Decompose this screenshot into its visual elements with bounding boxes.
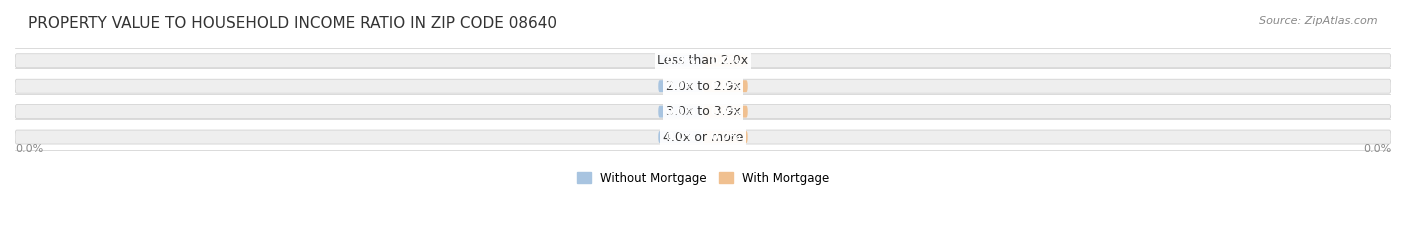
- Text: 0.0%: 0.0%: [1362, 144, 1391, 154]
- FancyBboxPatch shape: [15, 79, 1391, 93]
- Text: 3.0x to 3.9x: 3.0x to 3.9x: [665, 105, 741, 118]
- Text: 4.0x or more: 4.0x or more: [662, 130, 744, 144]
- Text: 0.0%: 0.0%: [710, 81, 741, 91]
- Text: 0.0%: 0.0%: [665, 56, 696, 66]
- FancyBboxPatch shape: [15, 130, 1391, 144]
- FancyBboxPatch shape: [703, 80, 748, 92]
- FancyBboxPatch shape: [15, 54, 1391, 68]
- FancyBboxPatch shape: [703, 106, 748, 118]
- FancyBboxPatch shape: [15, 105, 1391, 119]
- FancyBboxPatch shape: [703, 131, 748, 143]
- Text: PROPERTY VALUE TO HOUSEHOLD INCOME RATIO IN ZIP CODE 08640: PROPERTY VALUE TO HOUSEHOLD INCOME RATIO…: [28, 16, 557, 31]
- Text: Less than 2.0x: Less than 2.0x: [658, 54, 748, 67]
- Text: 0.0%: 0.0%: [665, 132, 696, 142]
- Legend: Without Mortgage, With Mortgage: Without Mortgage, With Mortgage: [576, 172, 830, 185]
- Text: 0.0%: 0.0%: [710, 107, 741, 116]
- Text: 0.0%: 0.0%: [710, 56, 741, 66]
- FancyBboxPatch shape: [658, 55, 703, 67]
- Text: 0.0%: 0.0%: [15, 144, 44, 154]
- Text: 0.0%: 0.0%: [710, 132, 741, 142]
- Text: 2.0x to 2.9x: 2.0x to 2.9x: [665, 80, 741, 93]
- FancyBboxPatch shape: [658, 106, 703, 118]
- FancyBboxPatch shape: [658, 80, 703, 92]
- FancyBboxPatch shape: [703, 55, 748, 67]
- FancyBboxPatch shape: [658, 131, 703, 143]
- Text: 0.0%: 0.0%: [665, 107, 696, 116]
- Text: 0.0%: 0.0%: [665, 81, 696, 91]
- Text: Source: ZipAtlas.com: Source: ZipAtlas.com: [1260, 16, 1378, 26]
